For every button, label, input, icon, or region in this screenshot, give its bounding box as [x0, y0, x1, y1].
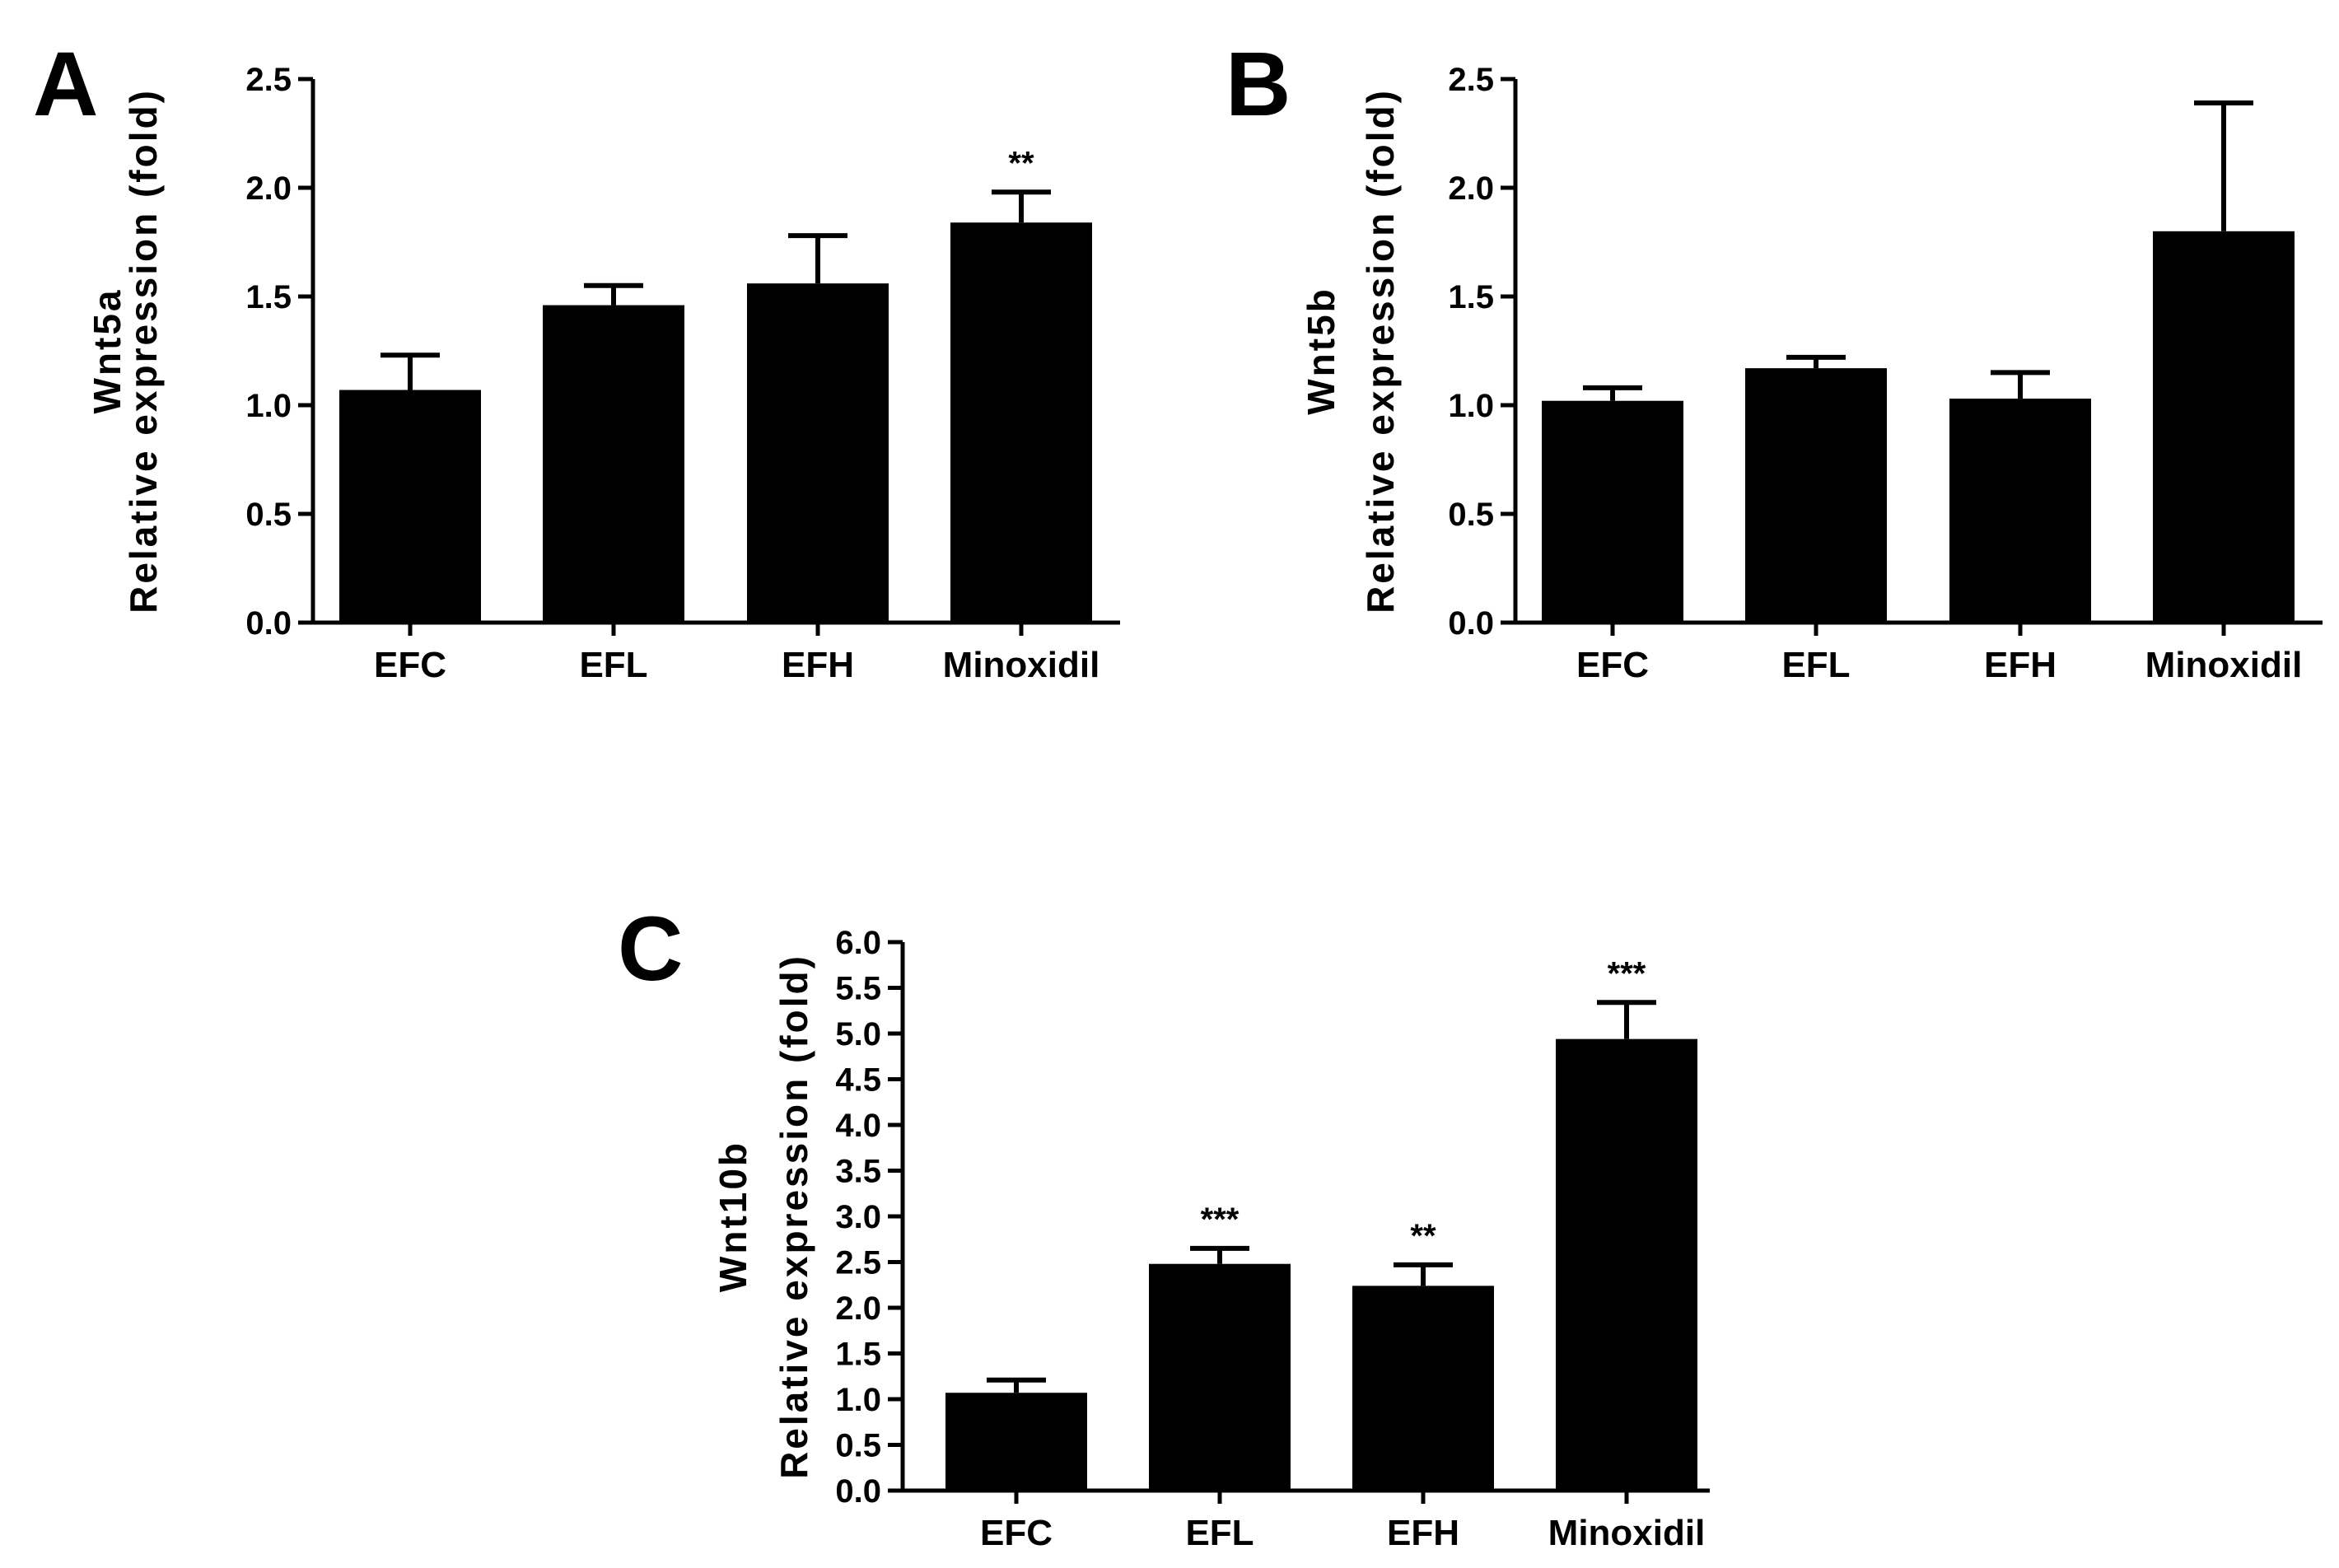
y-axis-title: Relative expression (fold)	[1359, 88, 1402, 614]
y-tick-label: 0.0	[835, 1473, 881, 1510]
y-tick-label: 2.5	[835, 1245, 881, 1281]
x-tick-label: EFC	[1576, 645, 1649, 685]
y-tick-label: 0.0	[1448, 605, 1494, 642]
x-tick-label: EFC	[980, 1513, 1053, 1553]
y-tick-label: 1.5	[835, 1337, 881, 1373]
y-tick-label: 3.0	[835, 1199, 881, 1235]
bar-efc	[945, 1393, 1087, 1491]
y-tick-label: 2.0	[835, 1290, 881, 1327]
significance-marker: **	[1410, 1218, 1436, 1254]
bar-minoxidil	[2153, 231, 2295, 623]
y-tick-label: 0.5	[1448, 497, 1494, 533]
y-tick-label: 1.5	[245, 279, 292, 315]
y-tick-label: 2.0	[245, 170, 292, 207]
y-tick-label: 1.0	[1448, 388, 1494, 424]
panel-letter-B: B	[1226, 34, 1291, 135]
y-tick-label: 4.5	[835, 1062, 881, 1099]
significance-marker: **	[1008, 145, 1034, 181]
significance-marker: ***	[1201, 1202, 1240, 1238]
x-tick-label: EFL	[579, 645, 647, 685]
panel-letter-A: A	[33, 34, 98, 135]
bar-efh	[1352, 1286, 1494, 1491]
y-tick-label: 5.5	[835, 971, 881, 1007]
bar-efl	[543, 305, 684, 623]
y-tick-label: 1.0	[245, 388, 292, 424]
bar-efh	[747, 283, 889, 623]
y-tick-label: 0.5	[245, 497, 292, 533]
y-axis-gene-label: Wnt10b	[712, 1141, 754, 1292]
x-tick-label: EFC	[374, 645, 446, 685]
bar-efc	[1542, 400, 1683, 623]
panel-letter-C: C	[618, 898, 683, 1000]
bar-efl	[1745, 368, 1887, 623]
x-tick-label: Minoxidil	[1548, 1513, 1706, 1553]
x-tick-label: Minoxidil	[2145, 645, 2303, 685]
x-tick-label: EFH	[1984, 645, 2057, 685]
y-axis-gene-label: Wnt5b	[1300, 287, 1342, 415]
y-tick-label: 6.0	[835, 925, 881, 961]
y-tick-label: 4.0	[835, 1108, 881, 1144]
x-tick-label: EFL	[1185, 1513, 1254, 1553]
significance-marker: ***	[1608, 955, 1646, 992]
x-tick-label: EFL	[1781, 645, 1850, 685]
bar-minoxidil	[1556, 1038, 1697, 1491]
y-tick-label: 3.5	[835, 1154, 881, 1190]
y-tick-label: 5.0	[835, 1016, 881, 1052]
y-axis-gene-label: Wnt5a	[86, 288, 128, 414]
y-tick-label: 0.5	[835, 1428, 881, 1464]
y-tick-label: 0.0	[245, 605, 292, 642]
bar-efl	[1149, 1263, 1291, 1491]
bar-efc	[339, 390, 481, 623]
y-tick-label: 2.5	[1448, 62, 1494, 98]
y-axis-title: Relative expression (fold)	[773, 954, 815, 1479]
bar-efh	[1949, 399, 2091, 623]
bar-minoxidil	[950, 222, 1092, 623]
y-tick-label: 1.5	[1448, 279, 1494, 315]
y-tick-label: 1.0	[835, 1382, 881, 1418]
y-tick-label: 2.0	[1448, 170, 1494, 207]
y-tick-label: 2.5	[245, 62, 292, 98]
x-tick-label: EFH	[1387, 1513, 1459, 1553]
x-tick-label: Minoxidil	[943, 645, 1100, 685]
y-axis-title: Relative expression (fold)	[122, 88, 165, 614]
x-tick-label: EFH	[782, 645, 854, 685]
